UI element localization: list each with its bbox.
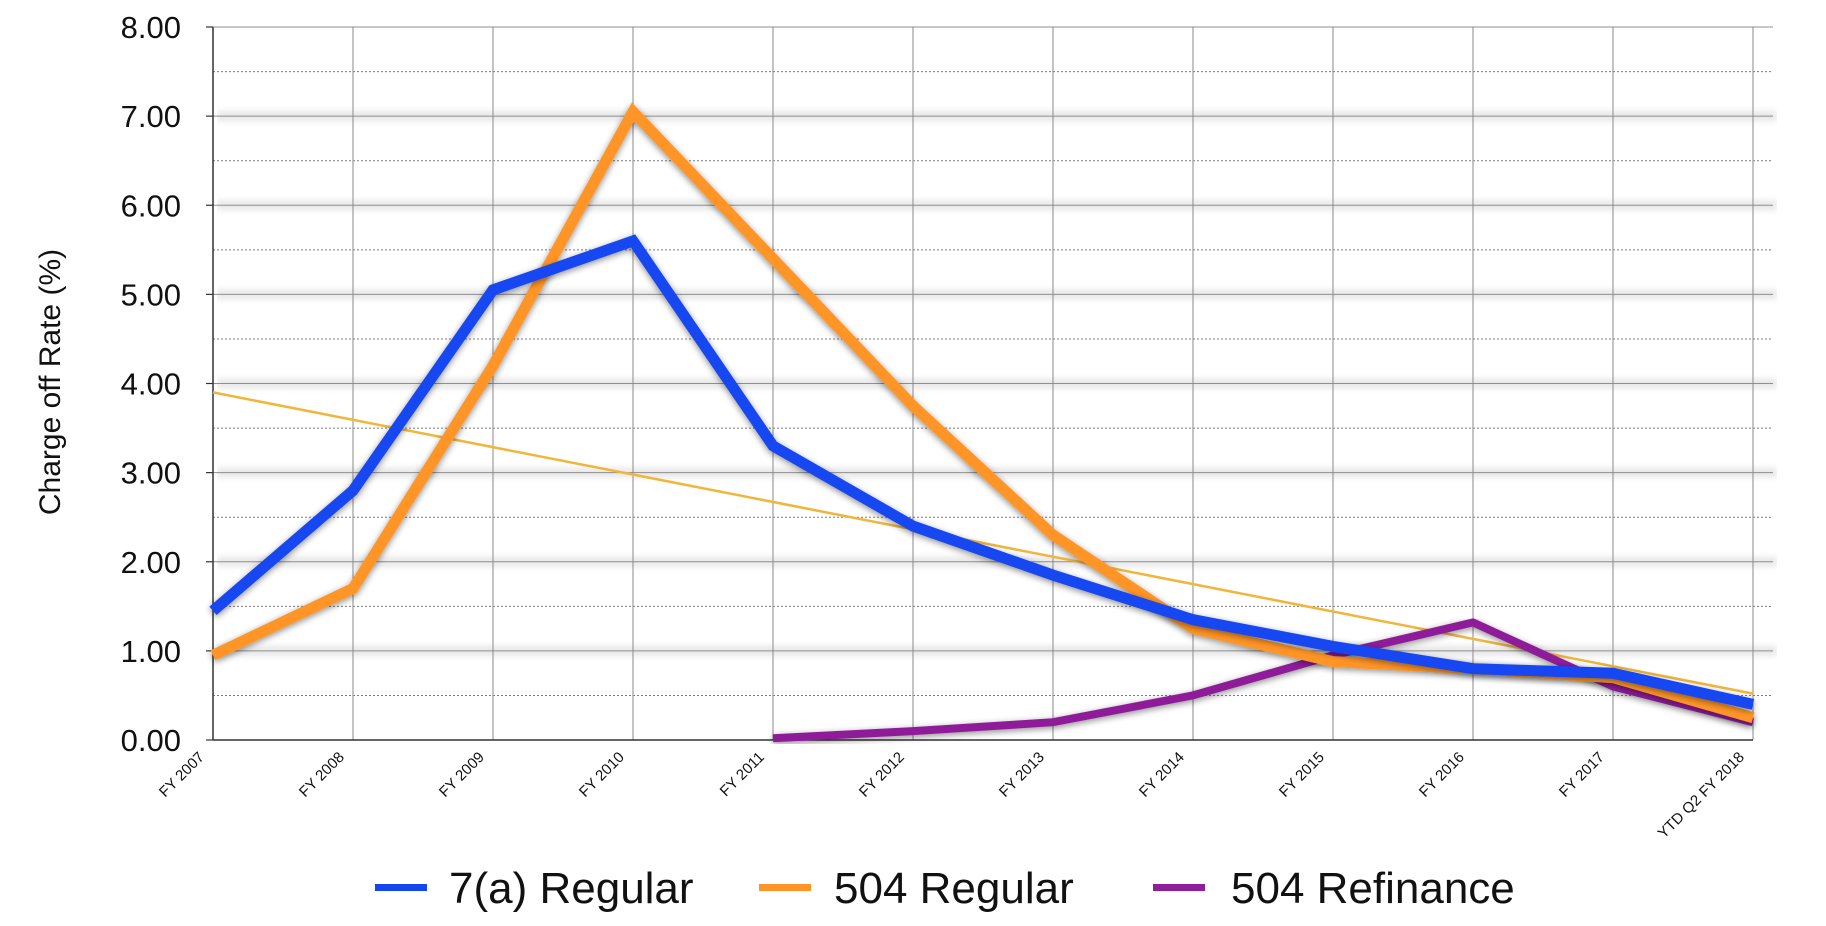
x-tick-label: FY 2009 xyxy=(436,749,488,801)
legend: 7(a) Regular 504 Regular 504 Refinance xyxy=(375,864,1515,913)
axis-layer xyxy=(206,26,1753,741)
x-tick-label: FY 2012 xyxy=(856,749,908,801)
x-tick-label: FY 2013 xyxy=(996,749,1048,801)
legend-swatch xyxy=(375,884,427,891)
y-tick-label: 6.00 xyxy=(121,188,181,223)
y-tick-label: 4.00 xyxy=(121,367,181,402)
y-tick-label: 3.00 xyxy=(121,456,181,491)
y-tick-label: 2.00 xyxy=(121,545,181,580)
series-layer xyxy=(209,102,1755,743)
grid-layer xyxy=(213,26,1777,740)
x-tick-label: FY 2016 xyxy=(1416,749,1468,801)
x-tick-label: FY 2008 xyxy=(296,749,348,801)
y-tick-label: 8.00 xyxy=(121,10,181,45)
x-tick-label: FY 2011 xyxy=(717,749,768,800)
x-tick-label: FY 2015 xyxy=(1276,749,1328,801)
legend-swatch xyxy=(1153,884,1205,891)
legend-item-504-regular: 504 Regular xyxy=(759,864,1074,913)
legend-label: 504 Refinance xyxy=(1231,864,1515,913)
x-tick-labels: FY 2007 FY 2008 FY 2009 FY 2010 FY 2011 FY 20… xyxy=(156,749,1748,842)
legend-label: 504 Regular xyxy=(834,864,1074,913)
legend-swatch xyxy=(759,884,811,891)
trendline xyxy=(212,391,1754,695)
y-axis-label: Charge off Rate (%) xyxy=(34,249,67,515)
legend-label: 7(a) Regular xyxy=(449,864,694,913)
y-tick-label: 1.00 xyxy=(121,634,181,669)
legend-item-7-a-regular: 7(a) Regular xyxy=(375,864,694,913)
x-tick-label: FY 2010 xyxy=(576,749,628,801)
x-tick-label: FY 2017 xyxy=(1556,749,1608,801)
y-tick-label: 0.00 xyxy=(121,723,181,758)
y-tick-label: 5.00 xyxy=(121,277,181,312)
y-tick-labels: 0.00 1.00 2.00 3.00 4.00 5.00 6.00 7.00 8.00 xyxy=(121,10,181,758)
trendline-layer xyxy=(212,391,1754,695)
x-tick-label: YTD Q2 FY 2018 xyxy=(1655,749,1748,842)
series-line-7-a-regular xyxy=(209,234,1755,710)
x-tick-label: FY 2014 xyxy=(1136,749,1188,801)
y-tick-label: 7.00 xyxy=(121,99,181,134)
legend-item-504-refinance: 504 Refinance xyxy=(1153,864,1515,913)
